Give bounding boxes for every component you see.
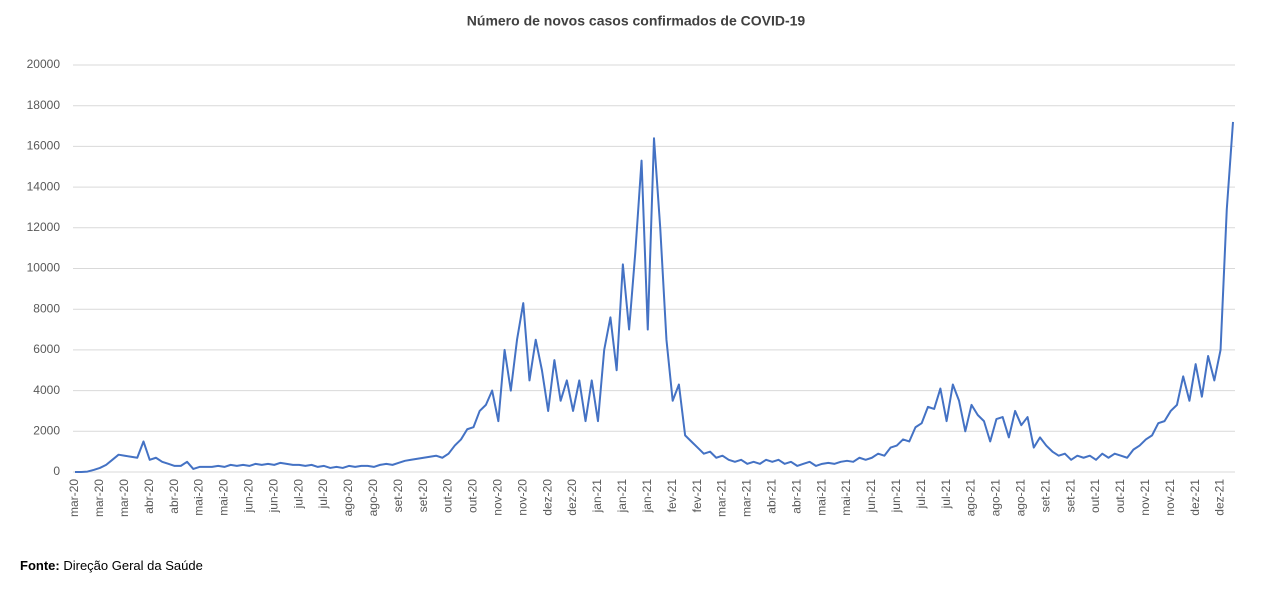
x-tick-label: jul-21 [914, 479, 928, 510]
x-tick-label: mar-20 [67, 479, 81, 517]
y-tick-label: 6000 [33, 342, 60, 356]
x-tick-label: nov-20 [491, 479, 505, 516]
x-tick-label: set-21 [1063, 479, 1077, 513]
x-tick-label: out-20 [441, 479, 455, 513]
y-tick-label: 4000 [33, 383, 60, 397]
x-tick-label: fev-21 [665, 479, 679, 513]
x-tick-label: dez-21 [1213, 479, 1227, 516]
x-tick-label: abr-20 [142, 479, 156, 514]
x-tick-label: jan-21 [615, 479, 629, 514]
x-tick-label: jun-21 [864, 479, 878, 514]
x-tick-label: mai-20 [192, 479, 206, 516]
x-tick-label: jun-20 [266, 479, 280, 514]
x-tick-label: set-21 [1038, 479, 1052, 513]
y-tick-label: 12000 [27, 220, 61, 234]
y-tick-label: 2000 [33, 423, 60, 437]
x-tick-label: jul-21 [939, 479, 953, 510]
x-tick-label: set-20 [391, 479, 405, 513]
x-tick-label: mar-20 [92, 479, 106, 517]
x-tick-label: mar-21 [740, 479, 754, 517]
x-tick-label: abr-21 [789, 479, 803, 514]
x-tick-label: nov-21 [1138, 479, 1152, 516]
x-tick-label: set-20 [416, 479, 430, 513]
x-tick-label: ago-21 [989, 479, 1003, 517]
data-line [75, 121, 1234, 473]
y-tick-label: 14000 [27, 179, 61, 193]
x-tick-label: out-21 [1088, 479, 1102, 513]
chart-title: Número de novos casos confirmados de COV… [467, 13, 806, 29]
y-tick-label: 8000 [33, 301, 60, 315]
x-tick-label: ago-20 [341, 479, 355, 517]
x-tick-label: mar-21 [715, 479, 729, 517]
x-tick-label: jan-21 [590, 479, 604, 514]
x-tick-label: jan-21 [640, 479, 654, 514]
x-tick-label: jun-20 [241, 479, 255, 514]
x-tick-label: fev-21 [690, 479, 704, 513]
y-tick-label: 20000 [27, 57, 61, 71]
x-tick-label: abr-20 [167, 479, 181, 514]
x-tick-label: mai-21 [839, 479, 853, 516]
y-tick-label: 16000 [27, 139, 61, 153]
x-tick-label: ago-21 [1013, 479, 1027, 517]
x-tick-label: out-20 [466, 479, 480, 513]
y-tick-label: 0 [53, 464, 60, 478]
x-tick-label: mai-21 [814, 479, 828, 516]
source-label: Fonte: [20, 558, 60, 573]
x-tick-label: dez-21 [1188, 479, 1202, 516]
y-tick-label: 18000 [27, 98, 61, 112]
source: Fonte: Direção Geral da Saúde [20, 558, 203, 573]
x-tick-label: mai-20 [217, 479, 231, 516]
source-text: Direção Geral da Saúde [63, 558, 202, 573]
x-tick-label: jul-20 [316, 479, 330, 510]
x-tick-label: nov-20 [515, 479, 529, 516]
x-tick-label: dez-20 [565, 479, 579, 516]
x-tick-label: jun-21 [889, 479, 903, 514]
x-tick-label: nov-21 [1163, 479, 1177, 516]
x-tick-label: mar-20 [117, 479, 131, 517]
x-tick-label: dez-20 [540, 479, 554, 516]
x-tick-label: ago-20 [366, 479, 380, 517]
x-tick-label: abr-21 [764, 479, 778, 514]
x-tick-label: jul-20 [291, 479, 305, 510]
y-tick-label: 10000 [27, 261, 61, 275]
x-tick-label: ago-21 [964, 479, 978, 517]
x-tick-label: out-21 [1113, 479, 1127, 513]
